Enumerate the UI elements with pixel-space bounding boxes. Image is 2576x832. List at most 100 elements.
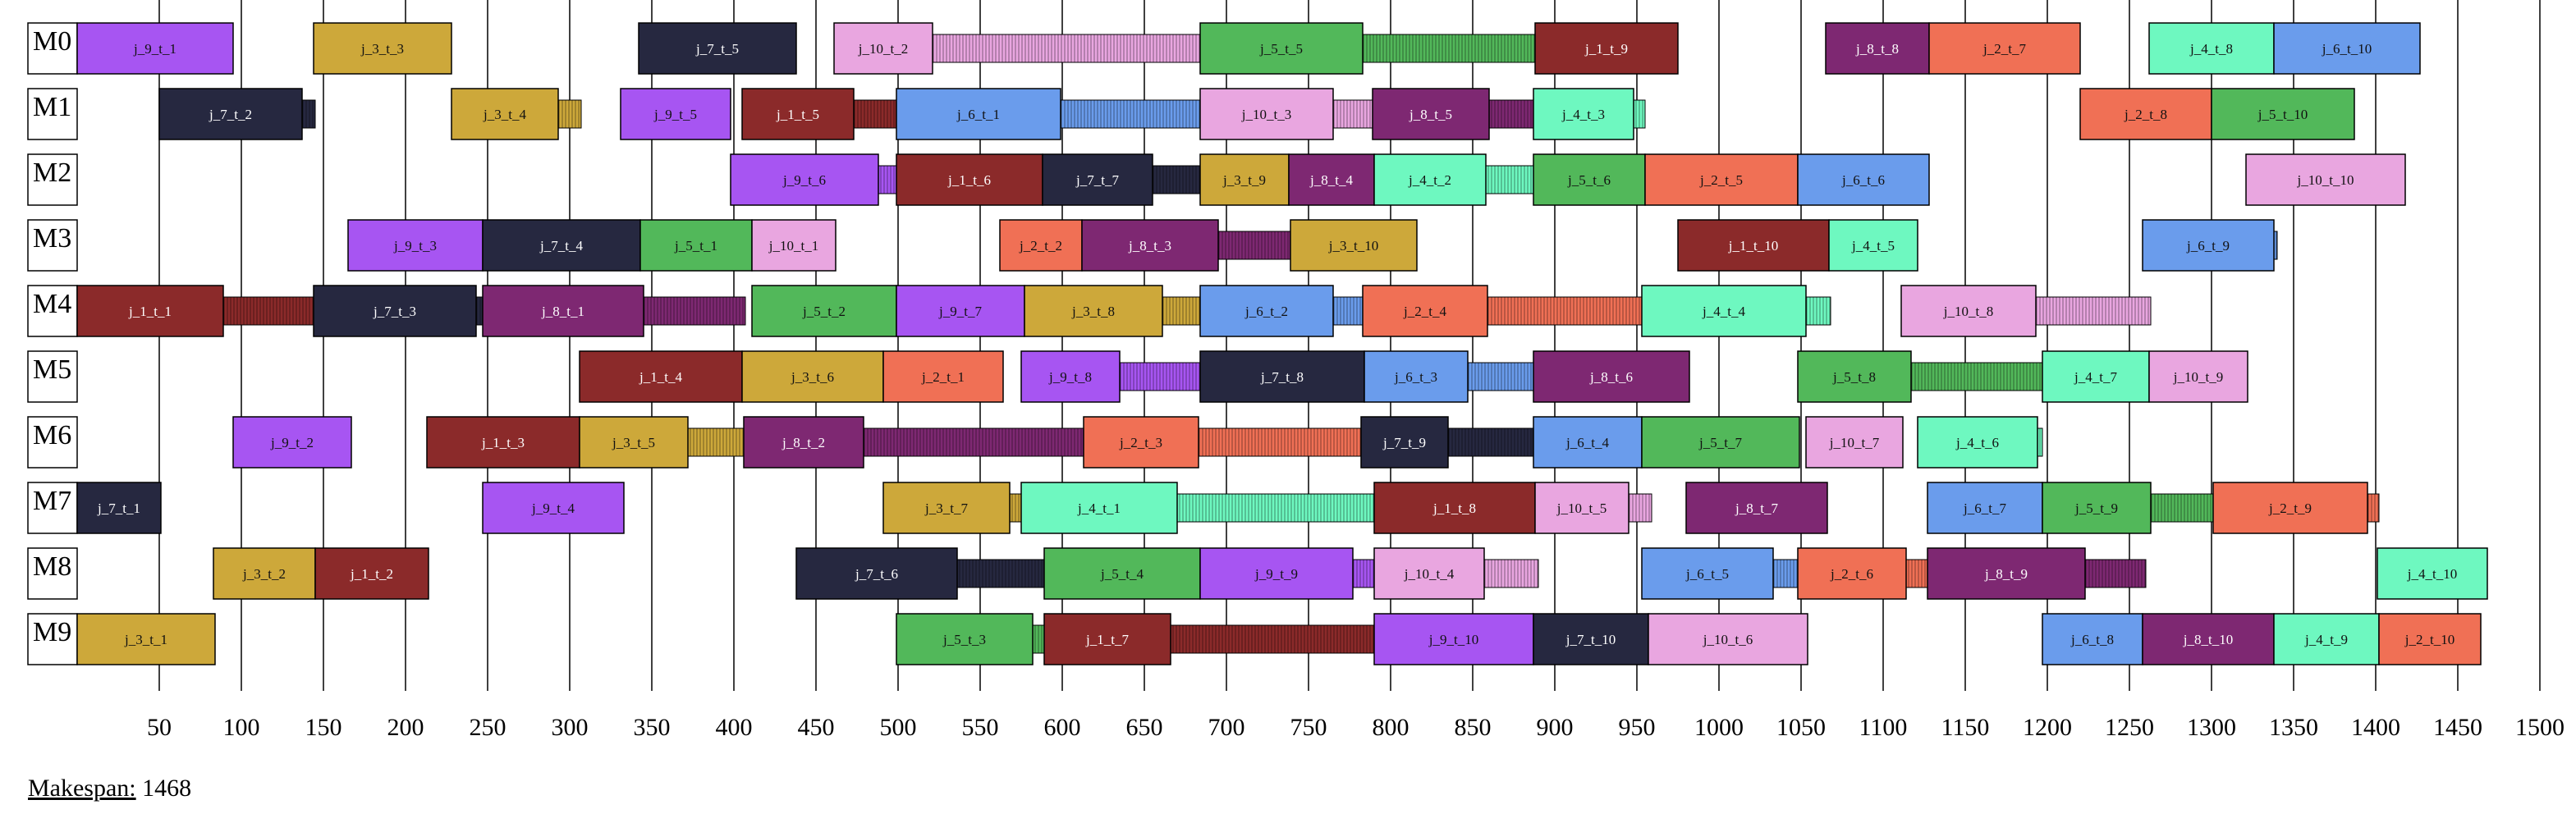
operation-bar <box>1199 88 1334 140</box>
operation-bar <box>1644 153 1799 206</box>
x-tick-label: 1000 <box>1694 714 1744 741</box>
operation-label: j_3_t_8 <box>1071 304 1115 319</box>
operation-label: j_4_t_6 <box>1955 435 1999 450</box>
wait-bar <box>1628 493 1652 523</box>
x-tick-label: 400 <box>716 714 753 741</box>
wait-bar <box>1060 99 1201 129</box>
operation-label: j_6_t_9 <box>2186 238 2230 254</box>
wait-bar <box>1633 99 1646 129</box>
x-axis-ticks: 50 100 150 200 250 300 350 400 450 500 550 600 650 70… <box>147 714 2565 741</box>
operation-bar <box>1199 22 1364 75</box>
operation-bar <box>1024 285 1163 337</box>
operation-label: j_4_t_2 <box>1408 172 1451 188</box>
operation-bar <box>158 88 303 140</box>
operation-bar <box>833 22 933 75</box>
x-tick-label: 600 <box>1044 714 1081 741</box>
x-tick-label: 900 <box>1537 714 1574 741</box>
wait-bar <box>1905 559 1928 588</box>
machine-label-box <box>27 285 78 337</box>
operation-label: j_10_t_7 <box>1829 435 1880 450</box>
wait-bar <box>863 427 1084 457</box>
operation-label: j_1_t_3 <box>481 435 525 450</box>
operation-label: j_1_t_10 <box>1728 238 1778 254</box>
operation-bar <box>1020 482 1178 534</box>
operation-bar <box>896 88 1061 140</box>
operation-bar <box>1533 416 1643 469</box>
operation-bar <box>751 285 897 337</box>
operation-label: j_2_t_8 <box>2124 107 2167 122</box>
operation-label: j_8_t_6 <box>1589 369 1633 385</box>
operation-bar <box>1373 613 1534 665</box>
operation-label: j_2_t_3 <box>1119 435 1162 450</box>
operation-bar <box>743 416 864 469</box>
operation-label: j_7_t_8 <box>1260 369 1304 385</box>
wait-bar <box>1772 559 1799 588</box>
x-tick-label: 700 <box>1208 714 1245 741</box>
x-tick-label: 750 <box>1290 714 1327 741</box>
x-tick-label: 200 <box>387 714 424 741</box>
operation-bar <box>2212 482 2368 534</box>
operation-bar <box>2142 219 2275 272</box>
operation-bar <box>1373 153 1487 206</box>
x-tick-label: 1100 <box>1859 714 1908 741</box>
operation-label: j_4_t_7 <box>2074 369 2117 385</box>
operation-bar <box>999 219 1083 272</box>
wait-bar <box>1488 99 1534 129</box>
operation-bar <box>76 285 224 337</box>
x-tick-label: 1350 <box>2269 714 2318 741</box>
operation-label: j_7_t_6 <box>855 566 898 582</box>
operation-label: j_7_t_10 <box>1565 632 1616 647</box>
operation-label: j_1_t_6 <box>947 172 991 188</box>
operation-label: j_1_t_4 <box>639 369 682 385</box>
x-tick-label: 250 <box>470 714 506 741</box>
operation-bar <box>882 482 1011 534</box>
wait-bar <box>2150 493 2214 523</box>
operation-label: j_5_t_8 <box>1832 369 1876 385</box>
operation-label: j_5_t_9 <box>2074 501 2118 516</box>
x-tick-label: 1400 <box>2351 714 2400 741</box>
operation-label: j_10_t_5 <box>1556 501 1607 516</box>
machine-labels: M0 M1 M2 M3 M4 M5 M6 M7 M8 M9 <box>27 22 78 665</box>
x-tick-label: 1300 <box>2187 714 2236 741</box>
operation-bars: j_9_t_1 j_3_t_3 j_7_t_5 j_10_t_2 j_5_t_5 j_1_… <box>76 22 2488 665</box>
operation-label: j_2_t_4 <box>1403 304 1446 319</box>
x-tick-label: 800 <box>1373 714 1409 741</box>
operation-bar <box>1927 547 2086 600</box>
operation-label: j_10_t_4 <box>1404 566 1455 582</box>
machine-label-box <box>27 88 78 140</box>
operation-label: j_10_t_1 <box>768 238 818 254</box>
x-tick-label: 150 <box>305 714 342 741</box>
x-tick-label: 1450 <box>2433 714 2482 741</box>
operation-bar <box>1199 285 1334 337</box>
wait-bar <box>1176 493 1375 523</box>
operation-label: j_8_t_2 <box>782 435 825 450</box>
operation-bar <box>1828 219 1918 272</box>
wait-bar <box>1487 296 1643 326</box>
operation-label: j_4_t_1 <box>1077 501 1121 516</box>
wait-bar <box>1467 362 1534 391</box>
operation-label: j_7_t_4 <box>539 238 583 254</box>
operation-bar <box>1797 547 1907 600</box>
machine-label: M7 <box>33 486 71 516</box>
operation-bar <box>741 88 855 140</box>
x-tick-label: 550 <box>962 714 999 741</box>
operation-bar <box>2273 613 2380 665</box>
operation-bar <box>2042 613 2143 665</box>
operation-label: j_5_t_5 <box>1259 41 1303 57</box>
operation-bar <box>2079 88 2212 140</box>
operation-bar <box>1533 350 1690 403</box>
x-tick-label: 1500 <box>2515 714 2565 741</box>
operation-bar <box>639 219 753 272</box>
machine-label: M8 <box>33 551 71 582</box>
wait-bar <box>1352 559 1375 588</box>
operation-bar <box>1042 153 1153 206</box>
operation-bar <box>482 285 644 337</box>
wait-bar <box>853 99 897 129</box>
operation-bar <box>76 22 234 75</box>
operation-label: j_8_t_7 <box>1735 501 1778 516</box>
operation-label: j_6_t_3 <box>1394 369 1437 385</box>
operation-bar <box>1083 416 1199 469</box>
operation-label: j_1_t_5 <box>776 107 819 122</box>
operation-bar <box>314 547 429 600</box>
wait-bar <box>1009 493 1022 523</box>
